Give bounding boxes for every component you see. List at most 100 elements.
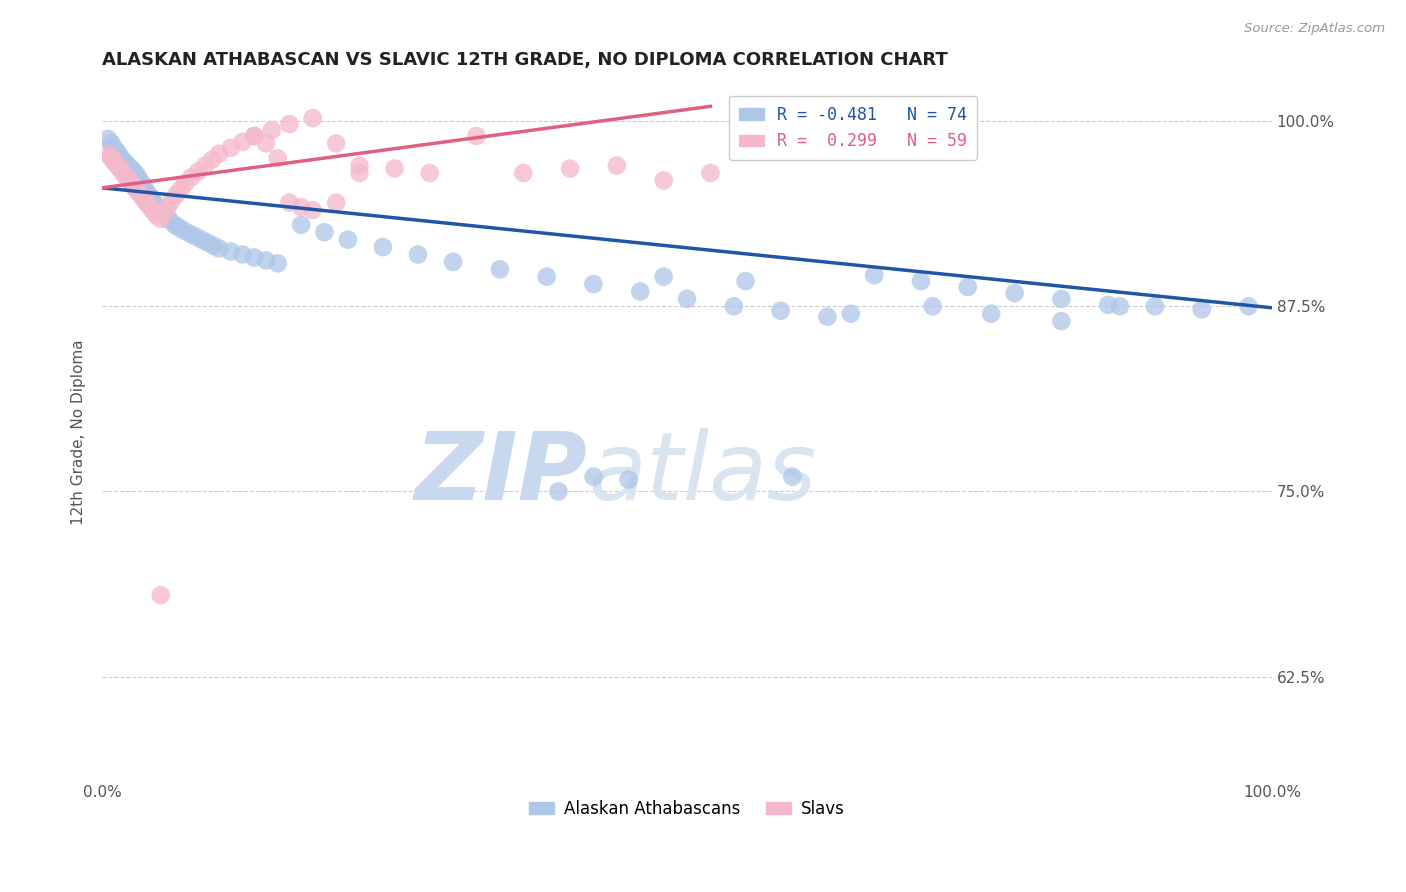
Point — [336, 233, 359, 247]
Point — [146, 209, 169, 223]
Point — [141, 202, 163, 217]
Point — [202, 238, 225, 252]
Point — [122, 179, 145, 194]
Point — [127, 186, 149, 200]
Point — [105, 144, 128, 158]
Point — [141, 191, 163, 205]
Point — [1050, 292, 1073, 306]
Point — [129, 188, 152, 202]
Point — [120, 177, 142, 191]
Point — [1143, 299, 1166, 313]
Point — [1097, 298, 1119, 312]
Point — [197, 235, 219, 250]
Point — [136, 197, 159, 211]
Point — [112, 154, 135, 169]
Point — [163, 218, 186, 232]
Point — [149, 588, 172, 602]
Point — [134, 194, 156, 208]
Point — [290, 200, 312, 214]
Point — [100, 150, 122, 164]
Point — [441, 255, 464, 269]
Point — [1050, 314, 1073, 328]
Point — [419, 166, 441, 180]
Point — [815, 310, 838, 324]
Point — [114, 155, 136, 169]
Point — [121, 163, 143, 178]
Point — [124, 166, 146, 180]
Point — [107, 159, 129, 173]
Point — [138, 188, 160, 202]
Point — [111, 164, 134, 178]
Point — [194, 159, 217, 173]
Point — [243, 128, 266, 143]
Point — [1004, 285, 1026, 300]
Point — [145, 198, 167, 212]
Point — [628, 285, 651, 299]
Point — [160, 194, 183, 208]
Point — [97, 132, 120, 146]
Text: atlas: atlas — [588, 428, 815, 519]
Point — [143, 206, 166, 220]
Point — [956, 280, 979, 294]
Point — [232, 247, 254, 261]
Point — [1108, 299, 1130, 313]
Point — [547, 484, 569, 499]
Point — [208, 242, 231, 256]
Point — [699, 166, 721, 180]
Text: ZIP: ZIP — [415, 428, 588, 520]
Point — [243, 128, 266, 143]
Point — [159, 213, 181, 227]
Point — [980, 307, 1002, 321]
Point — [582, 277, 605, 291]
Point — [349, 166, 371, 180]
Point — [266, 151, 288, 165]
Point — [254, 253, 277, 268]
Point — [1237, 299, 1260, 313]
Point — [131, 177, 153, 191]
Point — [512, 166, 534, 180]
Point — [349, 159, 371, 173]
Point — [371, 240, 394, 254]
Text: ALASKAN ATHABASCAN VS SLAVIC 12TH GRADE, NO DIPLOMA CORRELATION CHART: ALASKAN ATHABASCAN VS SLAVIC 12TH GRADE,… — [103, 51, 948, 69]
Point — [278, 117, 301, 131]
Point — [149, 202, 172, 217]
Point — [254, 136, 277, 151]
Point — [314, 225, 336, 239]
Text: Source: ZipAtlas.com: Source: ZipAtlas.com — [1244, 22, 1385, 36]
Point — [100, 136, 122, 151]
Point — [107, 146, 129, 161]
Point — [120, 161, 142, 176]
Point — [219, 141, 242, 155]
Point — [125, 182, 148, 196]
Point — [325, 136, 347, 151]
Point — [180, 170, 202, 185]
Point — [208, 146, 231, 161]
Point — [101, 153, 124, 167]
Point — [489, 262, 512, 277]
Point — [652, 173, 675, 187]
Y-axis label: 12th Grade, No Diploma: 12th Grade, No Diploma — [72, 339, 86, 525]
Point — [652, 269, 675, 284]
Point — [114, 168, 136, 182]
Point — [169, 220, 191, 235]
Point — [290, 218, 312, 232]
Point — [104, 155, 127, 169]
Point — [135, 186, 157, 200]
Point — [174, 177, 197, 191]
Point — [153, 206, 176, 220]
Point — [266, 256, 288, 270]
Point — [536, 269, 558, 284]
Point — [769, 303, 792, 318]
Point — [139, 200, 162, 214]
Point — [156, 200, 179, 214]
Point — [165, 188, 187, 202]
Point — [190, 233, 212, 247]
Point — [617, 473, 640, 487]
Point — [406, 247, 429, 261]
Point — [863, 268, 886, 283]
Point — [142, 195, 165, 210]
Point — [734, 274, 756, 288]
Point — [232, 135, 254, 149]
Point — [201, 153, 224, 167]
Point — [128, 173, 150, 187]
